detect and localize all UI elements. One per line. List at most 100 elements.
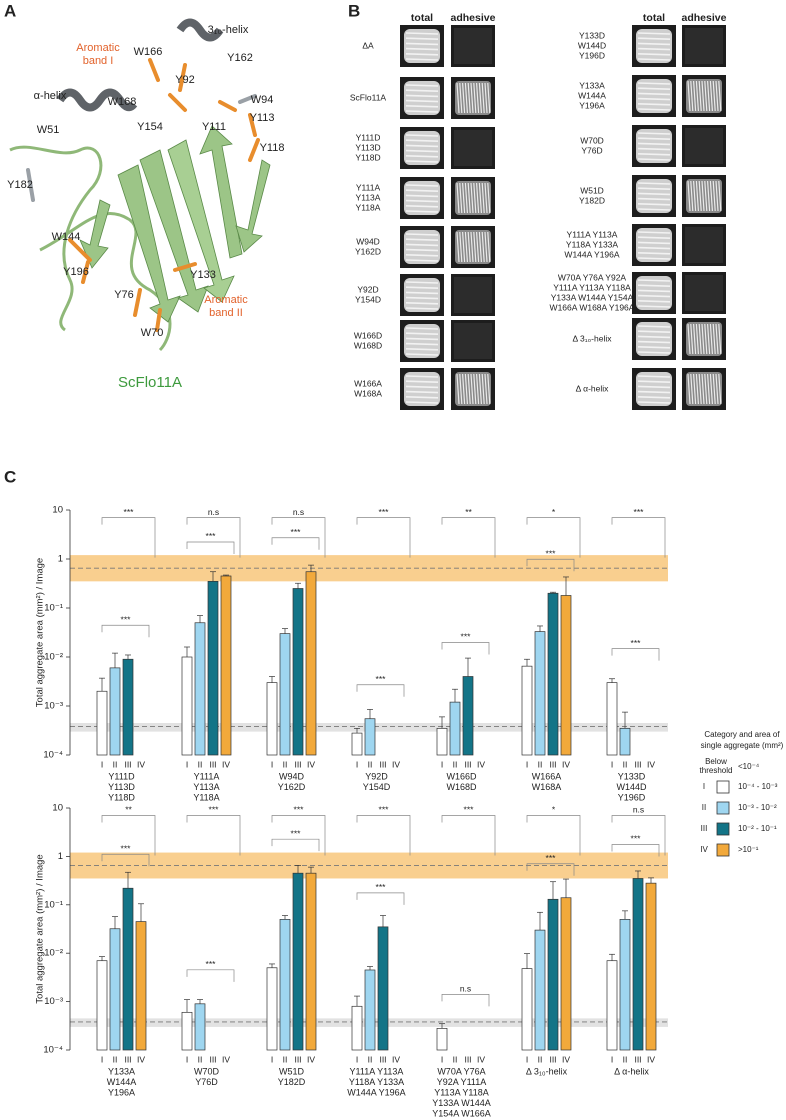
plate-total-streak [637, 340, 671, 344]
significance-label: n.s [460, 984, 471, 994]
strain-label: Y196D [579, 50, 605, 60]
group-label: W168D [446, 782, 477, 792]
group-label: W51D [279, 1066, 305, 1076]
bar [462, 676, 474, 756]
plate-total-streak [637, 375, 671, 378]
significance-bracket [611, 815, 666, 856]
plate-adhesive-streak [698, 180, 702, 212]
plate-adhesive-streak [707, 80, 711, 112]
bar [534, 929, 546, 1051]
plate-total-streak [405, 291, 439, 295]
plate-adhesive-streak [484, 182, 488, 214]
strain-label: Y196A [579, 100, 605, 110]
plate-total-streak [637, 380, 671, 383]
significance-label: *** [546, 853, 557, 863]
plate-total-streak [405, 42, 439, 46]
beta-strand [167, 139, 235, 303]
group-label: W166A [532, 771, 562, 781]
structure-label: Y76 [114, 289, 134, 301]
plate-adhesive-streak [470, 231, 474, 263]
group-label: Y118A [193, 792, 219, 802]
plate-adhesive-streak [484, 82, 488, 114]
plate-total-streak [405, 296, 439, 300]
plate-total-streak [405, 342, 439, 346]
group-label: W144A Y196A [347, 1087, 405, 1097]
category-label: I [101, 1054, 103, 1064]
bar [266, 967, 278, 1051]
protein-structure [9, 18, 271, 352]
category-label: IV [647, 759, 655, 769]
strain-label: Y111A Y113A [567, 229, 618, 239]
legend-range: 10⁻² - 10⁻¹ [738, 824, 777, 833]
strain-label: W144A Y196A [564, 249, 619, 259]
bar [449, 701, 461, 756]
category-label: II [368, 1054, 373, 1064]
structure-label: W94 [251, 94, 274, 106]
plate-adhesive-streak [687, 323, 691, 355]
bar [266, 682, 278, 756]
bar [547, 898, 559, 1051]
category-label: I [271, 759, 273, 769]
plate-adhesive-streak [456, 373, 460, 405]
plate-total-streak [637, 284, 671, 287]
bar [109, 667, 121, 756]
plate-adhesive-streak [693, 80, 697, 112]
plate-total-streak [637, 335, 671, 339]
group-label: Y154A W166A [432, 1108, 491, 1118]
panel-label: B [348, 1, 360, 20]
plate-total-streak [637, 32, 671, 35]
plate-adhesive-streak [693, 180, 697, 212]
y-tick-label: 1 [58, 554, 63, 565]
bar [521, 665, 533, 756]
group-label: W144A [107, 1077, 137, 1087]
significance-label: n.s [293, 507, 304, 517]
bar [364, 718, 376, 756]
group-label: Y76D [195, 1077, 218, 1087]
column-header: adhesive [451, 12, 496, 24]
plate-total-streak [637, 37, 671, 40]
plate-total-streak [405, 375, 439, 378]
plate-adhesive-streak [473, 82, 477, 114]
structure-label: Aromatic [204, 294, 248, 306]
y-axis-label: Total aggregate area (mm²) / Image [35, 854, 46, 1003]
group-label: Y133D [618, 771, 646, 781]
plate-adhesive-growth [685, 227, 723, 263]
plate-adhesive-streak [707, 180, 711, 212]
plate-adhesive-streak [473, 231, 477, 263]
strain-label: Y182D [579, 195, 605, 205]
plate-total-streak [405, 189, 439, 192]
plate-adhesive-streak [704, 373, 708, 405]
plate-total-streak [405, 89, 439, 92]
category-label: IV [222, 1054, 230, 1064]
group-label: Y154D [363, 782, 391, 792]
y-tick-label: 10 [52, 803, 63, 814]
group-label: Y111D [108, 771, 135, 781]
side-chain [26, 94, 257, 202]
significance-bracket [101, 815, 156, 856]
plate-adhesive-streak [467, 182, 471, 214]
plate-total-streak [405, 199, 439, 203]
group-label: Y196A [108, 1087, 135, 1097]
loop [9, 145, 103, 332]
plate-adhesive-streak [481, 373, 485, 405]
plate-adhesive-streak [481, 82, 485, 114]
significance-label: *** [464, 805, 475, 815]
category-label: III [124, 1054, 131, 1064]
bar [351, 732, 363, 756]
beta-strand [117, 164, 181, 323]
plate-adhesive-streak [715, 80, 719, 112]
group-label: W166D [446, 771, 477, 781]
strain-label: Y111D [356, 132, 381, 142]
plate-total-streak [637, 401, 671, 404]
significance-label: ** [465, 507, 472, 517]
plate-total-streak [637, 137, 671, 140]
significance-label: *** [206, 959, 217, 969]
legend-name: IV [700, 845, 708, 854]
significance-bracket [186, 517, 241, 558]
y-tick-label: 10⁻¹ [44, 899, 63, 910]
significance-bracket [611, 648, 660, 661]
plate-total-streak [405, 139, 439, 142]
legend-below: threshold [700, 766, 733, 775]
plate-adhesive-growth [454, 28, 492, 64]
